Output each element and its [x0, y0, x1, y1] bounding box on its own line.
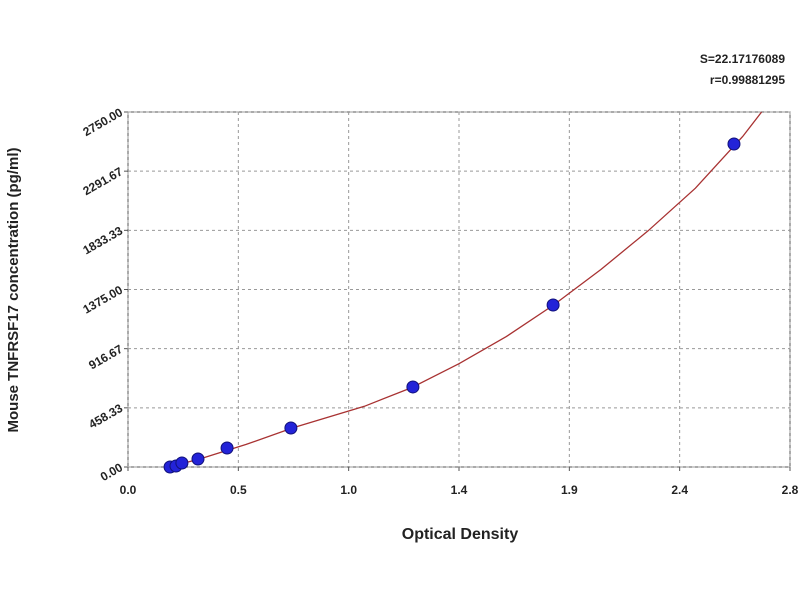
x-tick-label: 0.0 [120, 483, 137, 497]
y-tick-label: 916.67 [86, 342, 125, 373]
data-point [191, 452, 205, 466]
data-point [284, 421, 298, 435]
x-tick-label: 1.0 [340, 483, 357, 497]
x-tick-label: 2.8 [782, 483, 799, 497]
data-point [546, 298, 560, 312]
data-point [220, 441, 234, 455]
y-tick-label: 0.00 [98, 460, 126, 484]
y-axis-label: Mouse TNFRSF17 concentration (pg/ml) [5, 147, 22, 432]
fit-curve [168, 111, 763, 468]
x-tick-label: 1.9 [561, 483, 578, 497]
x-tick-label: 0.5 [230, 483, 247, 497]
data-point [175, 456, 189, 470]
stat-r: r=0.99881295 [710, 73, 785, 87]
y-tick-label: 2291.67 [81, 164, 126, 198]
data-point [406, 380, 420, 394]
x-tick-label: 1.4 [451, 483, 468, 497]
stat-s: S=22.17176089 [700, 52, 785, 66]
x-axis-label: Optical Density [402, 526, 519, 543]
y-tick-label: 458.33 [86, 401, 125, 432]
y-tick-label: 1375.00 [81, 283, 126, 317]
x-tick-label: 2.4 [671, 483, 688, 497]
data-point [727, 137, 741, 151]
y-tick-label: 1833.33 [81, 223, 126, 257]
y-tick-label: 2750.00 [81, 105, 126, 139]
